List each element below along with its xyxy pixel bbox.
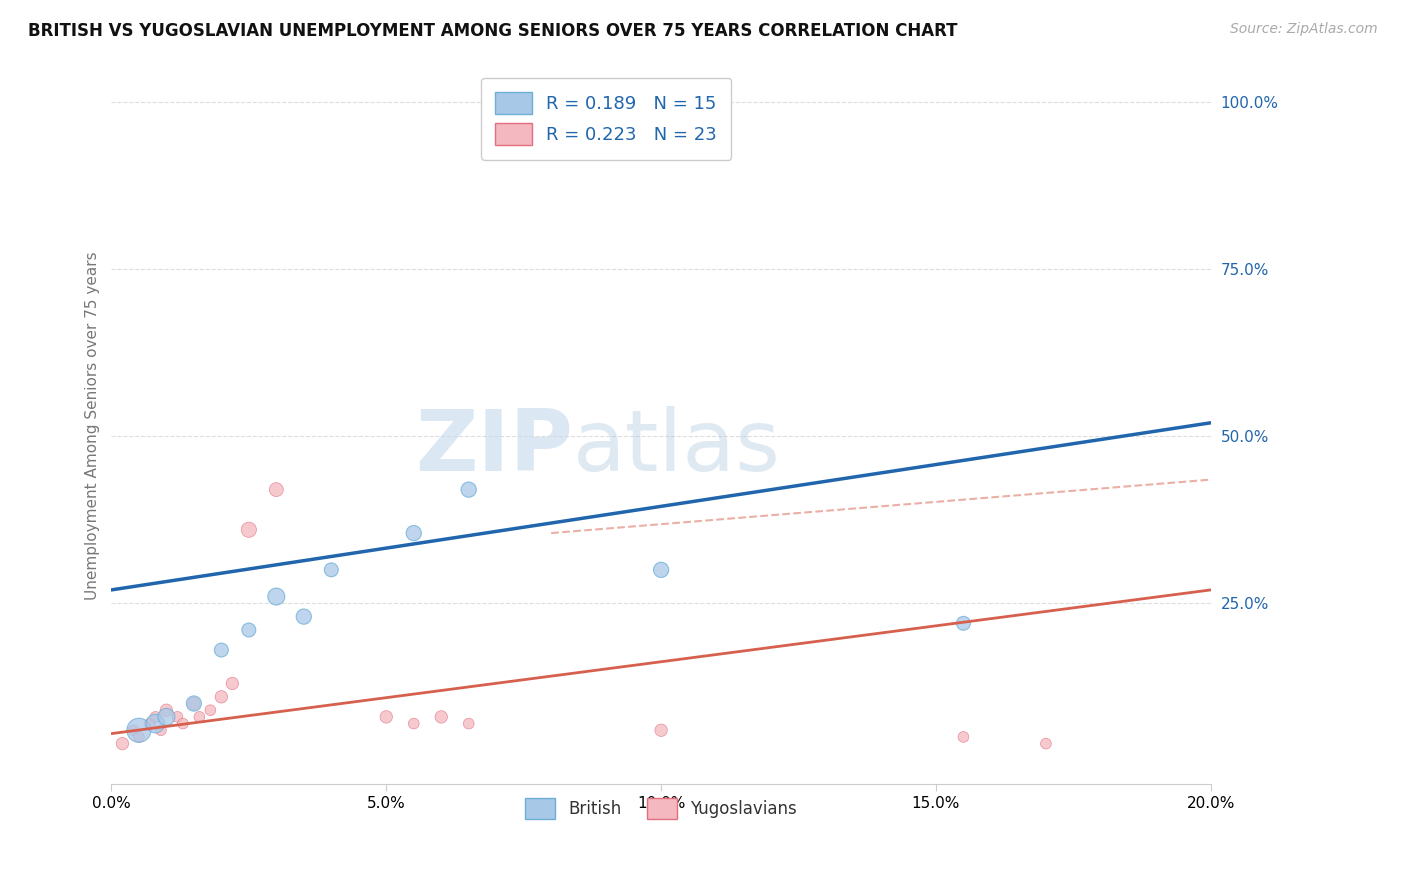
Point — [650, 563, 672, 577]
Point — [321, 563, 343, 577]
Point — [155, 710, 177, 724]
Point — [172, 716, 194, 731]
Point — [238, 623, 260, 637]
Point — [155, 703, 177, 717]
Point — [402, 716, 425, 731]
Point — [430, 710, 453, 724]
Text: Source: ZipAtlas.com: Source: ZipAtlas.com — [1230, 22, 1378, 37]
Point — [166, 710, 188, 724]
Point — [200, 703, 222, 717]
Point — [292, 609, 315, 624]
Text: BRITISH VS YUGOSLAVIAN UNEMPLOYMENT AMONG SENIORS OVER 75 YEARS CORRELATION CHAR: BRITISH VS YUGOSLAVIAN UNEMPLOYMENT AMON… — [28, 22, 957, 40]
Point — [145, 716, 167, 731]
Point — [221, 676, 243, 690]
Point — [402, 526, 425, 541]
Point — [952, 616, 974, 631]
Point — [188, 710, 211, 724]
Text: ZIP: ZIP — [415, 406, 574, 489]
Point — [139, 716, 162, 731]
Point — [650, 723, 672, 738]
Point — [209, 643, 232, 657]
Point — [111, 737, 134, 751]
Point — [183, 697, 205, 711]
Point — [238, 523, 260, 537]
Text: atlas: atlas — [574, 406, 782, 489]
Point — [457, 716, 479, 731]
Point — [145, 710, 167, 724]
Point — [1035, 737, 1057, 751]
Point — [266, 590, 288, 604]
Point — [266, 483, 288, 497]
Point — [183, 697, 205, 711]
Legend: British, Yugoslavians: British, Yugoslavians — [519, 792, 804, 825]
Point — [952, 730, 974, 744]
Point — [128, 730, 150, 744]
Point — [375, 710, 398, 724]
Y-axis label: Unemployment Among Seniors over 75 years: Unemployment Among Seniors over 75 years — [86, 252, 100, 600]
Point — [122, 723, 145, 738]
Point — [128, 723, 150, 738]
Point — [209, 690, 232, 704]
Point — [149, 723, 172, 738]
Point — [457, 483, 479, 497]
